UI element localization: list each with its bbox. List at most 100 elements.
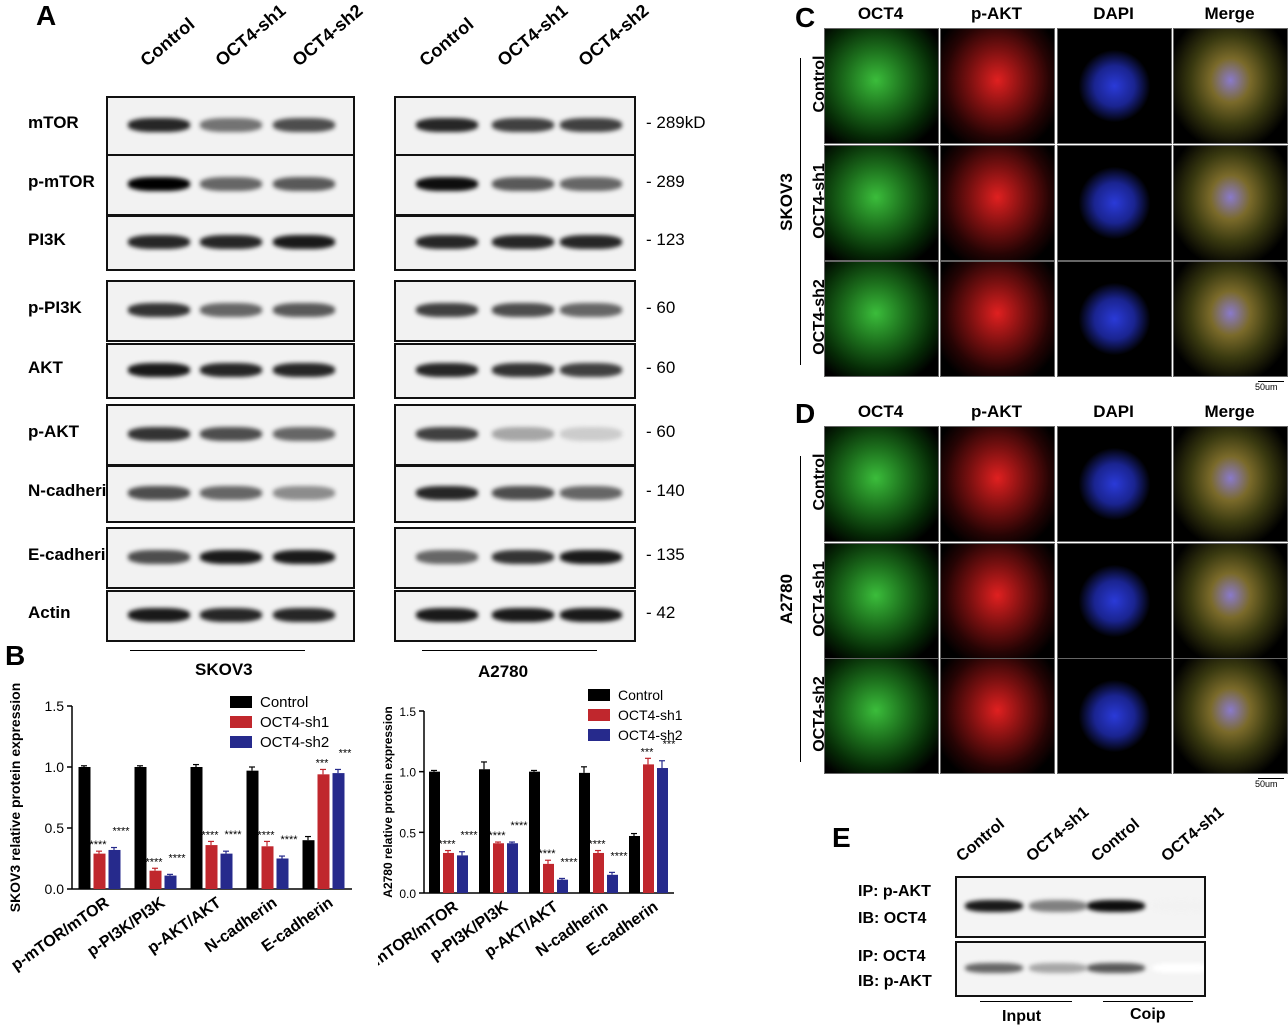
significance-mark: **** <box>224 829 242 841</box>
lane-label-right-0: Control <box>415 13 478 71</box>
significance-mark: **** <box>488 830 506 842</box>
if-col-label-3: Merge <box>1204 402 1255 421</box>
band-l-7-2 <box>273 550 335 564</box>
bar-OCT4-sh1-2 <box>205 845 218 889</box>
if-image-2-1 <box>940 658 1055 774</box>
y-tick-label: 0.5 <box>45 820 65 836</box>
bar-OCT4-sh1-4 <box>643 764 654 893</box>
blot-right-2 <box>394 215 636 271</box>
band-l-2-1 <box>200 235 262 249</box>
band-r-4-1 <box>492 363 554 377</box>
blot-left-0 <box>106 96 355 156</box>
skov3-underline <box>130 650 305 651</box>
legend-label-0: Control <box>618 687 663 703</box>
legend-swatch-2 <box>230 736 252 748</box>
band-r-5-0 <box>416 427 478 441</box>
size-label-5: - 60 <box>646 422 676 441</box>
band-l-8-1 <box>200 608 262 622</box>
if-image-1-0 <box>824 145 939 261</box>
band-l-5-1 <box>200 427 262 441</box>
if-cell-bracket <box>800 456 801 762</box>
blot-left-8 <box>106 590 355 642</box>
ip-band-bot-3 <box>1152 963 1204 973</box>
if-col-label-2: DAPI <box>1093 402 1134 421</box>
if-image-2-2 <box>1057 261 1172 377</box>
if-cell-bracket <box>800 58 801 365</box>
band-l-3-1 <box>200 303 262 317</box>
legend-label-2: OCT4-sh2 <box>260 734 329 751</box>
band-r-8-2 <box>560 608 622 622</box>
band-l-3-0 <box>128 303 190 317</box>
bar-OCT4-sh1-0 <box>443 852 454 893</box>
protein-label-2: PI3K <box>28 230 66 249</box>
bar-OCT4-sh1-1 <box>149 870 162 889</box>
band-l-2-0 <box>128 235 190 249</box>
bar-Control-2 <box>529 771 540 893</box>
band-l-4-2 <box>273 363 335 377</box>
significance-mark: **** <box>168 852 186 864</box>
size-label-8: - 42 <box>646 603 676 622</box>
band-r-6-2 <box>560 486 622 500</box>
ip-band-bot-1 <box>1029 963 1087 973</box>
if-image-0-3 <box>1173 28 1288 144</box>
band-l-8-2 <box>273 608 335 622</box>
if-cell-label: SKOV3 <box>777 172 796 231</box>
if-col-label-1: p-AKT <box>971 4 1022 23</box>
if-col-label-2: DAPI <box>1093 4 1134 23</box>
band-r-8-1 <box>492 608 554 622</box>
size-label-7: - 135 <box>646 545 685 564</box>
band-l-4-1 <box>200 363 262 377</box>
ip-bot-ib: IB: p-AKT <box>858 973 932 990</box>
bar-OCT4-sh1-3 <box>261 846 274 889</box>
if-image-2-3 <box>1173 658 1288 774</box>
bar-OCT4-sh2-2 <box>220 853 233 889</box>
ip-lane-label-3: OCT4-sh1 <box>1158 803 1228 866</box>
blot-left-3 <box>106 280 355 342</box>
protein-label-6: N-cadherin <box>28 481 117 500</box>
band-r-4-2 <box>560 363 622 377</box>
bar-Control-4 <box>629 835 640 893</box>
band-l-7-1 <box>200 550 262 564</box>
significance-mark: *** <box>316 757 330 769</box>
bar-Control-0 <box>78 767 91 889</box>
bar-Control-1 <box>134 767 147 889</box>
legend-swatch-1 <box>230 716 252 728</box>
significance-mark: **** <box>560 856 578 868</box>
bar-Control-0 <box>429 771 440 893</box>
significance-mark: **** <box>112 826 130 838</box>
y-tick-label: 1.5 <box>45 698 65 714</box>
input-label: Input <box>1002 1008 1042 1025</box>
significance-mark: **** <box>201 829 219 841</box>
y-tick-label: 0.0 <box>45 881 65 897</box>
size-label-3: - 60 <box>646 298 676 317</box>
bar-OCT4-sh2-3 <box>607 874 618 893</box>
ip-band-top-2 <box>1087 900 1145 912</box>
ip-lane-label-2: Control <box>1088 815 1143 866</box>
blot-right-0 <box>394 96 636 156</box>
blot-right-5 <box>394 404 636 466</box>
significance-mark: **** <box>89 839 107 851</box>
size-label-4: - 60 <box>646 358 676 377</box>
band-l-0-1 <box>200 118 262 132</box>
ip-lane-label-1: OCT4-sh1 <box>1023 803 1093 866</box>
if-image-0-0 <box>824 28 939 144</box>
significance-mark: **** <box>438 839 456 851</box>
ip-lane-label-0: Control <box>953 815 1008 866</box>
panel-label-d: D <box>795 398 816 429</box>
if-image-2-3 <box>1173 261 1288 377</box>
blot-left-2 <box>106 215 355 271</box>
scale-bar <box>1258 381 1284 382</box>
if-image-2-0 <box>824 261 939 377</box>
significance-mark: **** <box>510 820 528 832</box>
significance-mark: **** <box>538 848 556 860</box>
band-r-0-2 <box>560 118 622 132</box>
ip-blot-top <box>955 876 1206 938</box>
bar-Control-1 <box>479 769 490 893</box>
scale-label: 50um <box>1255 779 1278 789</box>
bar-OCT4-sh2-2 <box>557 879 568 893</box>
if-col-label-3: Merge <box>1204 4 1255 23</box>
a2780-label: A2780 <box>478 662 529 681</box>
band-r-3-2 <box>560 303 622 317</box>
if-image-1-2 <box>1057 145 1172 261</box>
legend-label-1: OCT4-sh1 <box>618 707 683 723</box>
